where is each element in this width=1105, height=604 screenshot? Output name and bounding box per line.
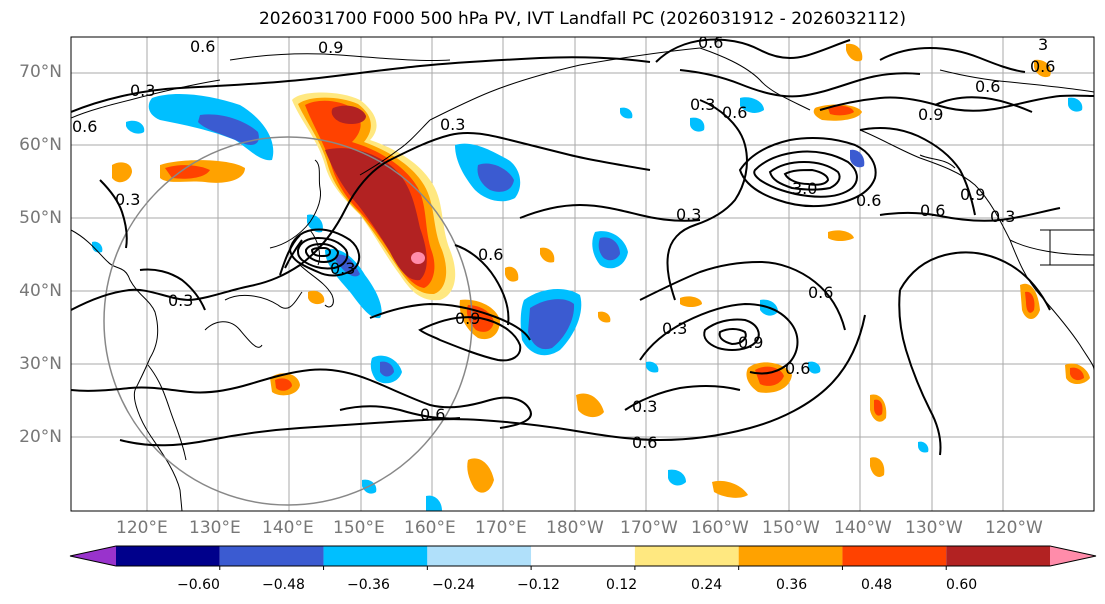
contour-label: 0.9 bbox=[960, 185, 985, 204]
colorbar-segment bbox=[634, 546, 739, 566]
colorbar-tick-label: 0.48 bbox=[861, 577, 893, 593]
contour-label: 0.3 bbox=[168, 291, 193, 310]
lat-label: 20°N bbox=[19, 427, 62, 447]
lat-label: 70°N bbox=[19, 62, 62, 82]
lon-label: 150°E bbox=[333, 518, 385, 538]
contour-label: 0.3 bbox=[990, 207, 1015, 226]
lat-label: 30°N bbox=[19, 354, 62, 374]
lon-label: 120°W bbox=[985, 518, 1043, 538]
colorbar-tick-label: −0.60 bbox=[177, 577, 220, 593]
colorbar-segment bbox=[70, 546, 116, 566]
contour-label: 0.6 bbox=[190, 37, 215, 56]
contour-label: 0.3 bbox=[632, 397, 657, 416]
lon-label: 180°W bbox=[546, 518, 604, 538]
colorbar-tick-label: −0.12 bbox=[517, 577, 560, 593]
colorbar-tick-label: 0.24 bbox=[691, 577, 723, 593]
contour-label: 0.3 bbox=[440, 115, 465, 134]
contour-label: 0.9 bbox=[738, 333, 763, 352]
lat-label: 40°N bbox=[19, 281, 62, 301]
contour-label: 0.3 bbox=[662, 319, 687, 338]
contour-label: 0.3 bbox=[330, 259, 355, 278]
contour-label: 0.3 bbox=[676, 205, 701, 224]
colorbar bbox=[69, 545, 1097, 570]
lon-label: 130°E bbox=[189, 518, 241, 538]
colorbar-segment bbox=[738, 546, 843, 566]
lon-label: 140°W bbox=[834, 518, 892, 538]
lat-label: 60°N bbox=[19, 135, 62, 155]
colorbar-tick-label: −0.24 bbox=[432, 577, 475, 593]
contour-label: 0.3 bbox=[130, 81, 155, 100]
colorbar-segment bbox=[842, 546, 947, 566]
lon-label: 150°W bbox=[762, 518, 820, 538]
contour-label: 0.3 bbox=[115, 190, 140, 209]
contour-label: 0.6 bbox=[920, 201, 945, 220]
contour-label: 0.6 bbox=[478, 245, 503, 264]
contour-label: 0.6 bbox=[1030, 57, 1055, 76]
colorbar-tick-label: −0.48 bbox=[262, 577, 305, 593]
map-frame bbox=[70, 36, 1095, 512]
distance-circle bbox=[103, 136, 473, 506]
colorbar-segment bbox=[531, 546, 635, 566]
lon-label: 170°E bbox=[475, 518, 527, 538]
contour-label: 0.3 bbox=[690, 95, 715, 114]
colorbar-tick-label: 0.12 bbox=[606, 577, 638, 593]
colorbar-segment bbox=[323, 546, 428, 566]
contour-label: 0.6 bbox=[785, 359, 810, 378]
contour-label: 3 bbox=[1038, 35, 1048, 54]
contour-label: 0.6 bbox=[72, 117, 97, 136]
colorbar-segment bbox=[946, 546, 1050, 566]
contour-label: 0.9 bbox=[918, 105, 943, 124]
lon-label: 160°E bbox=[404, 518, 456, 538]
lon-label: 170°W bbox=[620, 518, 678, 538]
contour-label: 0.6 bbox=[698, 33, 723, 52]
contour-label: 0.6 bbox=[808, 283, 833, 302]
contour-label: 0.9 bbox=[318, 38, 343, 57]
colorbar-segment bbox=[1050, 546, 1096, 566]
contour-label: 0.6 bbox=[856, 191, 881, 210]
contour-labels: 0.6 0.9 0.3 0.6 0.3 0.6 0.3 0.6 0.6 3 0.… bbox=[72, 33, 1055, 452]
contour-label: 0.9 bbox=[455, 309, 480, 328]
colorbar-segment bbox=[116, 546, 220, 566]
lon-label: 130°W bbox=[905, 518, 963, 538]
contour-label: 3.0 bbox=[792, 179, 817, 198]
colorbar-tick-label: 0.60 bbox=[946, 577, 978, 593]
contour-label: 0.6 bbox=[975, 77, 1000, 96]
lon-label: 140°E bbox=[262, 518, 314, 538]
colorbar-outline bbox=[69, 545, 1097, 567]
colorbar-tick-label: −0.36 bbox=[347, 577, 390, 593]
colorbar-segment bbox=[427, 546, 532, 566]
contour-label: 0.6 bbox=[722, 103, 747, 122]
lat-label: 50°N bbox=[19, 208, 62, 228]
pv-contours bbox=[71, 38, 1094, 456]
contour-label: 0.6 bbox=[420, 405, 445, 424]
lon-label: 120°E bbox=[116, 518, 168, 538]
contour-label: 0.6 bbox=[632, 433, 657, 452]
colorbar-segment bbox=[219, 546, 324, 566]
lon-label: 160°W bbox=[691, 518, 749, 538]
colorbar-tick-label: 0.36 bbox=[776, 577, 808, 593]
map-title: 2026031700 F000 500 hPa PV, IVT Landfall… bbox=[258, 9, 906, 29]
